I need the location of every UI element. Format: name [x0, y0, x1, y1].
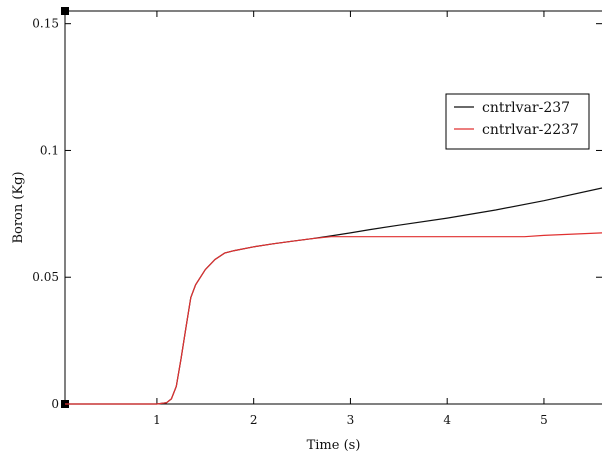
y-tick-label: 0.05	[32, 270, 59, 284]
x-tick-label: 1	[153, 413, 161, 427]
y-tick-label: 0.1	[40, 143, 59, 157]
x-tick-label: 5	[540, 413, 548, 427]
legend-label: cntrlvar-2237	[482, 122, 579, 138]
legend-label: cntrlvar-237	[482, 100, 570, 116]
x-tick-label: 2	[250, 413, 258, 427]
y-tick-label: 0	[51, 397, 59, 411]
y-tick-label: 0.15	[32, 17, 59, 31]
legend-box	[445, 93, 590, 150]
y-axis-label: Boron (Kg)	[11, 171, 26, 243]
x-tick-label: 3	[347, 413, 355, 427]
x-tick-label: 4	[443, 413, 451, 427]
x-axis-label: Time (s)	[307, 438, 361, 453]
corner-marker-top	[61, 7, 69, 15]
series-line-cntrlvar-2237	[65, 232, 603, 405]
series-line-cntrlvar-237	[65, 187, 603, 405]
